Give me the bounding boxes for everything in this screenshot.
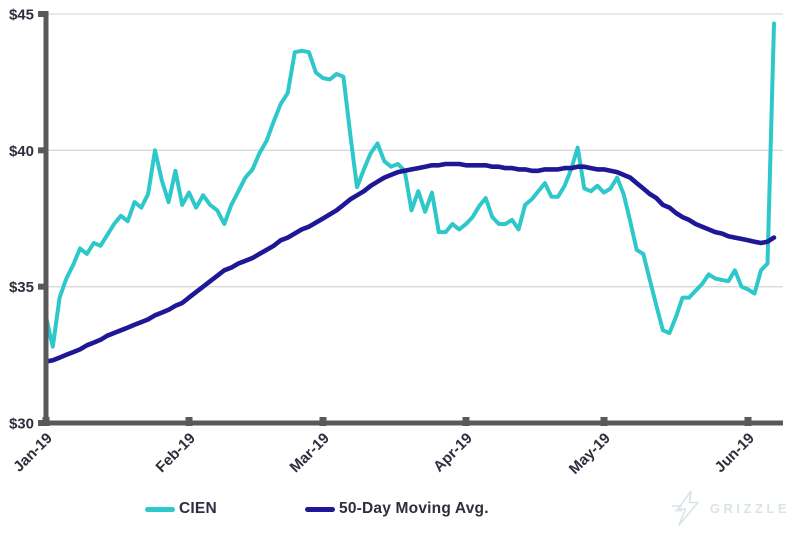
x-axis-tick (319, 417, 327, 426)
x-axis-label: Mar-19 (287, 430, 333, 476)
grizzle-wordmark: GRIZZLE (709, 500, 790, 516)
cien-line-swatch (145, 506, 175, 512)
legend-item-cien: CIEN (145, 500, 217, 517)
x-axis-tick (42, 417, 50, 426)
x-axis-tick (600, 417, 608, 426)
x-axis-label: Jun-19 (712, 430, 758, 476)
y-axis-label: $40 (9, 143, 34, 160)
y-axis-label: $35 (9, 279, 34, 296)
y-axis-label: $30 (9, 416, 34, 433)
x-axis-label: Feb-19 (153, 430, 199, 476)
x-axis-label: Apr-19 (430, 430, 476, 476)
y-axis-tick (38, 283, 47, 290)
x-axis-tick (185, 417, 193, 426)
x-axis-label: Jan-19 (10, 430, 56, 476)
legend-label-cien: CIEN (179, 500, 217, 517)
y-axis-label: $45 (9, 7, 34, 24)
y-axis-tick (38, 11, 47, 17)
x-axis-label: May-19 (566, 430, 614, 478)
legend-label-moving-avg: 50-Day Moving Avg. (339, 500, 489, 517)
grizzle-bolt-icon (671, 490, 699, 526)
x-axis-tick (462, 417, 470, 426)
moving-avg-line-swatch (305, 506, 335, 512)
grizzle-logo: GRIZZLE (669, 489, 790, 527)
legend-item-moving-avg: 50-Day Moving Avg. (305, 500, 489, 517)
y-axis-tick (38, 147, 47, 154)
moving-avg-line (43, 161, 777, 364)
cien-price-line (44, 21, 776, 349)
x-axis-tick (744, 417, 752, 426)
